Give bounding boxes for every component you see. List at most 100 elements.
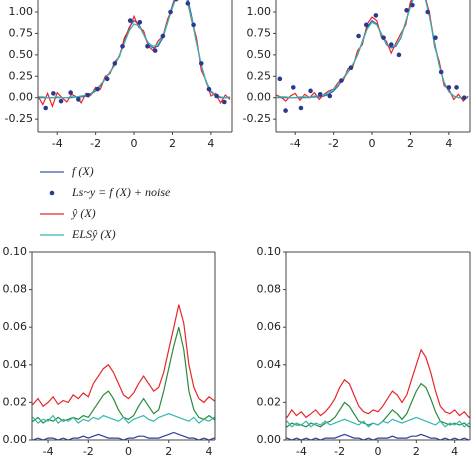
y-tick-label: 1.00 [9, 5, 34, 18]
scatter-point [85, 92, 91, 98]
scatter-point [388, 42, 394, 47]
x-tick-label: 4 [451, 445, 458, 458]
scatter-point [174, 0, 179, 2]
series-line [32, 431, 215, 440]
x-tick-label: 0 [369, 137, 376, 150]
series-line [38, 0, 231, 99]
series-line [38, 0, 231, 109]
scatter-point [206, 86, 212, 92]
x-tick-label: -2 [90, 137, 101, 150]
series-line [286, 348, 470, 419]
series-line [286, 416, 470, 428]
y-tick-label: 0.00 [247, 91, 272, 104]
legend-symbol [49, 190, 55, 196]
scatter-point [298, 105, 304, 111]
scatter-point [127, 18, 133, 23]
y-tick-label: 0.25 [247, 69, 272, 82]
x-tick-label: 2 [413, 445, 420, 458]
x-tick-label: -4 [296, 445, 307, 458]
y-tick-label: 0.10 [3, 245, 28, 258]
x-tick-label: 0 [375, 445, 382, 458]
x-tick-label: -4 [43, 445, 54, 458]
y-tick-label: -0.25 [5, 112, 33, 125]
scatter-point [104, 76, 110, 82]
scatter-point [373, 13, 379, 18]
x-tick-label: -4 [52, 137, 63, 150]
y-tick-label: 0.06 [3, 320, 28, 333]
y-tick-label: -0.25 [243, 112, 271, 125]
scatter-point [327, 93, 333, 99]
plot-area [38, 0, 231, 111]
plot-area [286, 348, 470, 440]
y-tick-label: 0.02 [3, 395, 28, 408]
y-tick-label: 0.00 [9, 91, 34, 104]
scatter-point [433, 35, 438, 41]
legend-label: f (X) [72, 164, 94, 178]
series-line [276, 0, 469, 103]
scatter-point [410, 2, 415, 8]
y-tick-label: 0.08 [3, 283, 28, 296]
scatter-point [152, 48, 158, 53]
legend-label: ELSŷ (X) [71, 227, 116, 241]
x-tick-label: 2 [165, 445, 172, 458]
scatter-point [76, 97, 81, 102]
scatter-point [214, 93, 219, 99]
series-line [286, 433, 470, 440]
scatter-point [58, 98, 64, 104]
scatter-point [68, 90, 73, 95]
y-tick-label: 0.25 [9, 69, 34, 82]
scatter-point [277, 76, 283, 82]
x-tick-label: 0 [125, 445, 132, 458]
x-tick-label: 0 [131, 137, 138, 150]
scatter-point [381, 35, 386, 41]
y-tick-label: 0.75 [9, 26, 34, 39]
scatter-point [51, 91, 56, 96]
series-line [32, 413, 215, 424]
scatter-point [160, 33, 166, 39]
legend-label: Ls~y = f (X) + noise [71, 185, 171, 199]
x-tick-label: -2 [328, 137, 339, 150]
scatter-point [283, 108, 288, 113]
scatter-point [290, 85, 296, 90]
scatter-point [404, 7, 409, 13]
plot-area [32, 304, 215, 440]
y-tick-label: 1.00 [247, 5, 272, 18]
scatter-point [425, 9, 431, 15]
scatter-point [356, 33, 361, 39]
scatter-point [363, 22, 369, 28]
y-tick-label: 0.50 [247, 48, 272, 61]
scatter-point [198, 61, 204, 66]
y-tick-label: 0.75 [247, 26, 272, 39]
x-tick-label: -2 [334, 445, 345, 458]
series-line [38, 0, 231, 99]
scatter-point [191, 22, 196, 28]
y-tick-label: 0.00 [3, 433, 28, 446]
scatter-point [120, 43, 125, 49]
scatter-point [461, 95, 467, 101]
scatter-point [438, 69, 444, 75]
y-tick-label: 0.00 [257, 433, 282, 446]
scatter-point [308, 88, 313, 94]
series-line [32, 327, 215, 424]
x-tick-label: 2 [407, 137, 414, 150]
scatter-point [339, 78, 344, 83]
x-tick-label: 2 [169, 137, 176, 150]
y-tick-label: 0.08 [257, 283, 282, 296]
x-tick-label: 4 [205, 445, 212, 458]
legend-label: ŷ (X) [71, 206, 96, 220]
series-line [32, 304, 215, 408]
plot-area [276, 0, 469, 113]
y-tick-label: 0.02 [257, 395, 282, 408]
scatter-point [317, 91, 323, 97]
scatter-point [222, 99, 227, 105]
x-tick-label: -2 [83, 445, 94, 458]
scatter-point [137, 19, 143, 25]
scatter-point [454, 85, 459, 90]
y-tick-label: 0.06 [257, 320, 282, 333]
y-tick-label: 0.04 [3, 358, 28, 371]
x-tick-label: 4 [207, 137, 214, 150]
x-tick-label: -4 [290, 137, 301, 150]
x-tick-label: 4 [445, 137, 452, 150]
